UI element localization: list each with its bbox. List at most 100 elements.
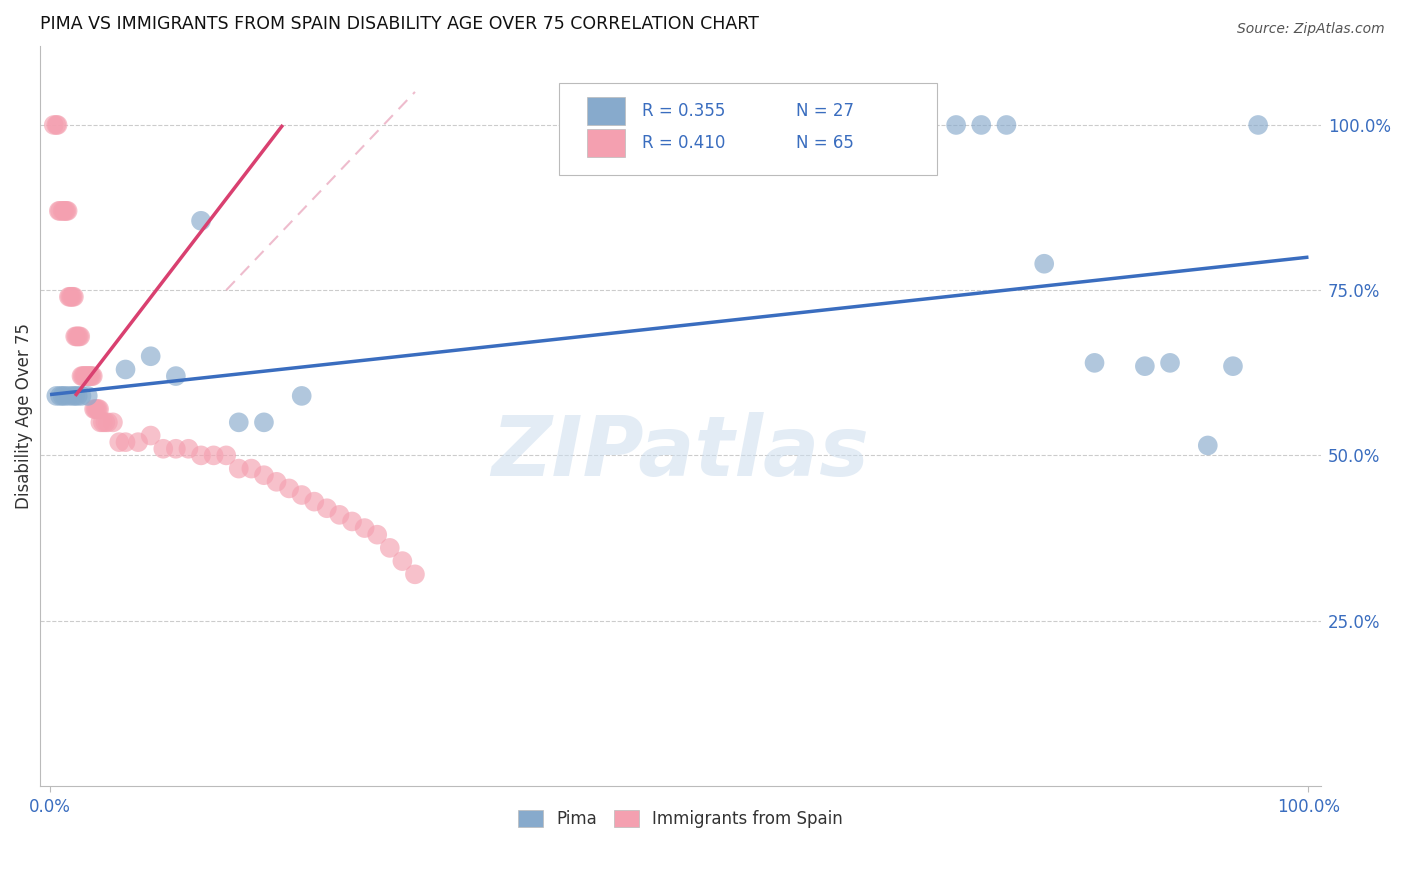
- Point: [304, 494, 326, 508]
- Point: [139, 428, 162, 442]
- Text: ZIPatlas: ZIPatlas: [492, 412, 869, 493]
- Point: [87, 402, 110, 417]
- Point: [190, 449, 212, 463]
- Point: [49, 389, 72, 403]
- Legend: Pima, Immigrants from Spain: Pima, Immigrants from Spain: [510, 802, 851, 837]
- Point: [42, 118, 65, 132]
- Point: [228, 415, 250, 429]
- Point: [127, 435, 149, 450]
- Point: [86, 402, 108, 417]
- Point: [66, 329, 89, 343]
- Point: [77, 369, 100, 384]
- Point: [291, 389, 314, 403]
- Point: [65, 329, 87, 343]
- Point: [76, 369, 98, 384]
- Point: [945, 118, 967, 132]
- Point: [45, 118, 67, 132]
- Bar: [586, 128, 626, 157]
- Point: [45, 389, 67, 403]
- Point: [63, 389, 86, 403]
- Point: [48, 203, 70, 218]
- FancyBboxPatch shape: [558, 83, 936, 175]
- Point: [391, 554, 413, 568]
- Text: PIMA VS IMMIGRANTS FROM SPAIN DISABILITY AGE OVER 75 CORRELATION CHART: PIMA VS IMMIGRANTS FROM SPAIN DISABILITY…: [39, 15, 759, 33]
- Point: [53, 389, 76, 403]
- Point: [69, 329, 91, 343]
- Point: [404, 567, 426, 582]
- Point: [1247, 118, 1270, 132]
- Point: [139, 349, 162, 363]
- Point: [278, 482, 301, 496]
- Text: N = 65: N = 65: [796, 134, 853, 152]
- Point: [266, 475, 288, 489]
- Point: [215, 449, 238, 463]
- Text: N = 27: N = 27: [796, 102, 853, 120]
- Point: [70, 389, 93, 403]
- Point: [328, 508, 350, 522]
- Point: [70, 369, 93, 384]
- Point: [75, 369, 97, 384]
- Point: [1033, 257, 1056, 271]
- Point: [190, 214, 212, 228]
- Point: [1159, 356, 1181, 370]
- Text: R = 0.355: R = 0.355: [643, 102, 725, 120]
- Point: [253, 415, 276, 429]
- Bar: [586, 96, 626, 125]
- Point: [63, 329, 86, 343]
- Point: [72, 369, 94, 384]
- Point: [340, 515, 363, 529]
- Text: Source: ZipAtlas.com: Source: ZipAtlas.com: [1237, 22, 1385, 37]
- Point: [165, 442, 187, 456]
- Point: [63, 290, 86, 304]
- Point: [89, 415, 111, 429]
- Point: [1083, 356, 1105, 370]
- Y-axis label: Disability Age Over 75: Disability Age Over 75: [15, 323, 32, 508]
- Point: [228, 461, 250, 475]
- Point: [79, 369, 101, 384]
- Point: [52, 389, 75, 403]
- Point: [53, 203, 76, 218]
- Point: [101, 415, 124, 429]
- Point: [378, 541, 401, 555]
- Point: [1133, 359, 1156, 373]
- Point: [114, 435, 136, 450]
- Point: [165, 369, 187, 384]
- Point: [114, 362, 136, 376]
- Point: [52, 203, 75, 218]
- Point: [76, 369, 98, 384]
- Point: [84, 402, 107, 417]
- Point: [82, 369, 104, 384]
- Point: [366, 527, 388, 541]
- Point: [240, 461, 263, 475]
- Text: R = 0.410: R = 0.410: [643, 134, 725, 152]
- Point: [66, 389, 89, 403]
- Point: [1222, 359, 1244, 373]
- Point: [62, 389, 84, 403]
- Point: [202, 449, 225, 463]
- Point: [995, 118, 1018, 132]
- Point: [83, 402, 105, 417]
- Point: [59, 290, 82, 304]
- Point: [97, 415, 120, 429]
- Point: [1197, 438, 1219, 452]
- Point: [91, 415, 114, 429]
- Point: [52, 203, 75, 218]
- Point: [970, 118, 993, 132]
- Point: [291, 488, 314, 502]
- Point: [73, 369, 96, 384]
- Point: [76, 389, 98, 403]
- Point: [108, 435, 131, 450]
- Point: [94, 415, 117, 429]
- Point: [177, 442, 200, 456]
- Point: [58, 290, 80, 304]
- Point: [62, 290, 84, 304]
- Point: [315, 501, 337, 516]
- Point: [253, 468, 276, 483]
- Point: [58, 389, 80, 403]
- Point: [353, 521, 375, 535]
- Point: [56, 203, 79, 218]
- Point: [46, 118, 69, 132]
- Point: [152, 442, 174, 456]
- Point: [60, 290, 83, 304]
- Point: [49, 203, 72, 218]
